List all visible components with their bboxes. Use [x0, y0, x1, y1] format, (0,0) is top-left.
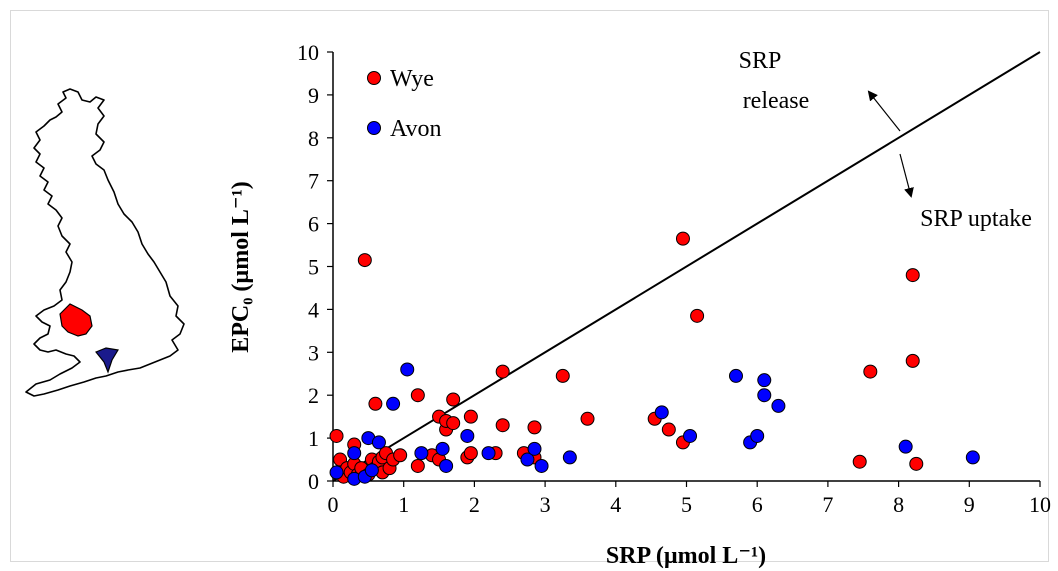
y-tick-label: 5: [308, 255, 319, 280]
avon-catchment-region: [95, 347, 119, 374]
point-avon: [371, 435, 386, 450]
point-avon: [757, 373, 772, 388]
x-tick-label: 3: [540, 492, 551, 517]
point-avon: [386, 396, 401, 411]
wye-catchment-region: [59, 303, 93, 337]
x-tick-label: 2: [469, 492, 480, 517]
point-wye: [446, 416, 461, 431]
point-wye: [580, 411, 595, 426]
y-tick-label: 7: [308, 169, 319, 194]
x-tick-label: 1: [398, 492, 409, 517]
point-wye: [661, 422, 676, 437]
tick-labels: 0 1 2 3 4 5 6 7 8 9 10 0 1 2 3 4 5 6 7 8 9 10: [297, 40, 1051, 517]
x-tick-label: 6: [752, 492, 763, 517]
uptake-arrow: [899, 153, 914, 198]
point-avon: [347, 446, 362, 461]
x-axis-title: SRP (µmol L⁻¹): [606, 543, 766, 569]
legend-label-avon: Avon: [390, 116, 442, 142]
point-avon: [414, 446, 429, 461]
point-avon: [481, 446, 496, 461]
point-avon: [527, 441, 542, 456]
point-avon: [965, 450, 980, 465]
x-tick-label: 10: [1029, 492, 1051, 517]
point-wye: [357, 253, 372, 268]
annotation-srp-release-line1: SRP: [739, 48, 782, 74]
point-wye: [495, 364, 510, 379]
figure-frame: [10, 10, 1049, 562]
point-wye: [555, 368, 570, 383]
y-tick-label: 2: [308, 383, 319, 408]
y-tick-label: 10: [297, 40, 319, 65]
legend-marker-avon: [367, 121, 381, 135]
point-wye: [909, 456, 924, 471]
point-avon: [364, 463, 379, 478]
point-wye: [463, 446, 478, 461]
point-wye: [905, 353, 920, 368]
point-avon: [435, 441, 450, 456]
point-wye: [527, 420, 542, 435]
y-axis-title: EPC₀ (µmol L⁻¹): [228, 181, 254, 353]
point-avon: [400, 362, 415, 377]
x-tick-label: 7: [822, 492, 833, 517]
point-avon: [771, 398, 786, 413]
point-avon: [439, 458, 454, 473]
point-avon: [757, 388, 772, 403]
point-avon: [654, 405, 669, 420]
point-avon: [750, 428, 765, 443]
point-wye: [675, 231, 690, 246]
point-avon: [520, 452, 535, 467]
y-tick-label: 4: [308, 297, 319, 322]
legend-marker-wye: [367, 71, 381, 85]
point-wye: [368, 396, 383, 411]
y-tick-label: 8: [308, 126, 319, 151]
x-tick-label: 9: [964, 492, 975, 517]
point-wye: [495, 418, 510, 433]
y-tick-label: 9: [308, 83, 319, 108]
data-points: [329, 231, 980, 486]
y-tick-label: 1: [308, 426, 319, 451]
point-wye: [852, 454, 867, 469]
point-wye: [410, 458, 425, 473]
point-wye: [905, 268, 920, 283]
legend: Wye Avon: [367, 66, 442, 142]
point-wye: [463, 409, 478, 424]
point-avon: [534, 458, 549, 473]
point-avon: [728, 368, 743, 383]
point-avon: [329, 465, 344, 480]
point-wye: [446, 392, 461, 407]
point-wye: [410, 388, 425, 403]
annotation-srp-uptake: SRP uptake: [920, 206, 1032, 232]
y-tick-label: 0: [308, 469, 319, 494]
point-wye: [863, 364, 878, 379]
y-tick-label: 3: [308, 340, 319, 365]
legend-label-wye: Wye: [390, 66, 434, 92]
annotation-srp-release-line2: release: [743, 88, 810, 114]
point-avon: [683, 428, 698, 443]
point-avon: [562, 450, 577, 465]
point-wye: [690, 308, 705, 323]
point-avon: [460, 428, 475, 443]
release-arrow: [867, 90, 901, 132]
x-tick-label: 0: [328, 492, 339, 517]
x-tick-label: 4: [610, 492, 621, 517]
one-to-one-line: [332, 51, 1041, 482]
x-tick-label: 5: [681, 492, 692, 517]
point-wye: [329, 428, 344, 443]
uk-map: [25, 88, 185, 397]
point-avon: [898, 439, 913, 454]
y-tick-label: 6: [308, 212, 319, 237]
point-wye: [393, 448, 408, 463]
x-tick-label: 8: [893, 492, 904, 517]
